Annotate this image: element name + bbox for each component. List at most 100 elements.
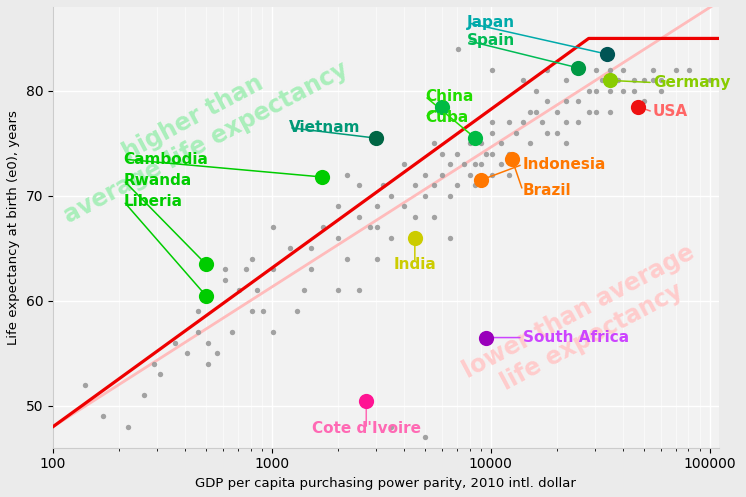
Point <box>551 108 563 116</box>
Point <box>572 64 584 72</box>
Point <box>428 213 440 221</box>
Point <box>370 134 382 142</box>
Point <box>202 339 214 347</box>
Point <box>409 234 421 242</box>
Point <box>518 118 530 126</box>
Point <box>360 397 372 405</box>
Text: Indonesia: Indonesia <box>523 157 606 172</box>
Point <box>305 265 317 273</box>
Point <box>604 77 616 84</box>
Point <box>518 77 530 84</box>
Point <box>486 150 498 158</box>
Point <box>486 171 498 179</box>
Point <box>486 129 498 137</box>
Point <box>316 173 328 181</box>
Text: Vietnam: Vietnam <box>289 120 360 135</box>
Point <box>251 286 263 294</box>
Point <box>589 87 601 95</box>
Point <box>475 161 487 168</box>
Point <box>457 161 469 168</box>
Point <box>354 286 366 294</box>
Text: India: India <box>393 256 436 271</box>
Point <box>486 118 498 126</box>
Text: Germany: Germany <box>653 75 730 90</box>
Point <box>541 66 553 74</box>
Point <box>267 223 279 231</box>
Point <box>284 245 296 252</box>
Point <box>583 108 595 116</box>
Point <box>219 265 231 273</box>
Point <box>583 87 595 95</box>
Point <box>419 192 431 200</box>
Point <box>371 202 383 210</box>
Text: Rwanda: Rwanda <box>123 172 192 188</box>
Point <box>317 223 329 231</box>
Point <box>560 77 572 84</box>
Point <box>604 87 616 95</box>
Point <box>495 161 507 168</box>
Point <box>486 66 498 74</box>
Point <box>638 97 650 105</box>
Point <box>503 171 515 179</box>
Point <box>371 255 383 263</box>
Text: Cambodia: Cambodia <box>123 152 208 166</box>
Point <box>464 140 476 148</box>
Point <box>506 155 518 163</box>
Point <box>464 171 476 179</box>
Text: Spain: Spain <box>467 33 515 48</box>
Point <box>655 87 667 95</box>
X-axis label: GDP per capita purchasing power parity, 2010 intl. dollar: GDP per capita purchasing power parity, … <box>195 477 576 490</box>
Point <box>560 97 572 105</box>
Text: South Africa: South Africa <box>523 330 629 345</box>
Point <box>638 77 650 84</box>
Point <box>332 234 344 242</box>
Point <box>200 260 212 268</box>
Point <box>530 87 542 95</box>
Point <box>530 108 542 116</box>
Point <box>341 171 353 179</box>
Point <box>617 87 629 95</box>
Point <box>398 161 410 168</box>
Point <box>601 50 613 58</box>
Point <box>210 349 222 357</box>
Point <box>122 423 134 431</box>
Point <box>451 181 463 189</box>
Point <box>560 118 572 126</box>
Point <box>604 66 616 74</box>
Text: Cuba: Cuba <box>425 110 468 125</box>
Point <box>551 129 563 137</box>
Point <box>371 223 383 231</box>
Point <box>245 255 257 263</box>
Point <box>428 140 440 148</box>
Point <box>148 360 160 368</box>
Point <box>398 202 410 210</box>
Text: Brazil: Brazil <box>523 183 571 198</box>
Point <box>444 161 456 168</box>
Point <box>495 140 507 148</box>
Text: lower than average
life expectancy: lower than average life expectancy <box>459 241 712 408</box>
Point <box>469 134 481 142</box>
Point <box>469 129 481 137</box>
Point <box>469 161 481 168</box>
Point <box>480 333 492 341</box>
Point <box>451 150 463 158</box>
Point <box>436 171 448 179</box>
Point <box>628 87 640 95</box>
Point <box>419 433 431 441</box>
Point <box>617 66 629 74</box>
Text: Japan: Japan <box>467 15 515 30</box>
Point <box>154 370 166 378</box>
Text: Liberia: Liberia <box>123 194 183 209</box>
Point <box>364 223 376 231</box>
Point <box>233 286 245 294</box>
Point <box>409 213 421 221</box>
Text: higher than
average life expectancy: higher than average life expectancy <box>47 33 352 228</box>
Point <box>436 150 448 158</box>
Point <box>541 97 553 105</box>
Point <box>219 276 231 284</box>
Point <box>589 66 601 74</box>
Point <box>524 140 536 148</box>
Point <box>596 77 608 84</box>
Point <box>444 234 456 242</box>
Y-axis label: Life expectancy at birth (e0), years: Life expectancy at birth (e0), years <box>7 110 20 345</box>
